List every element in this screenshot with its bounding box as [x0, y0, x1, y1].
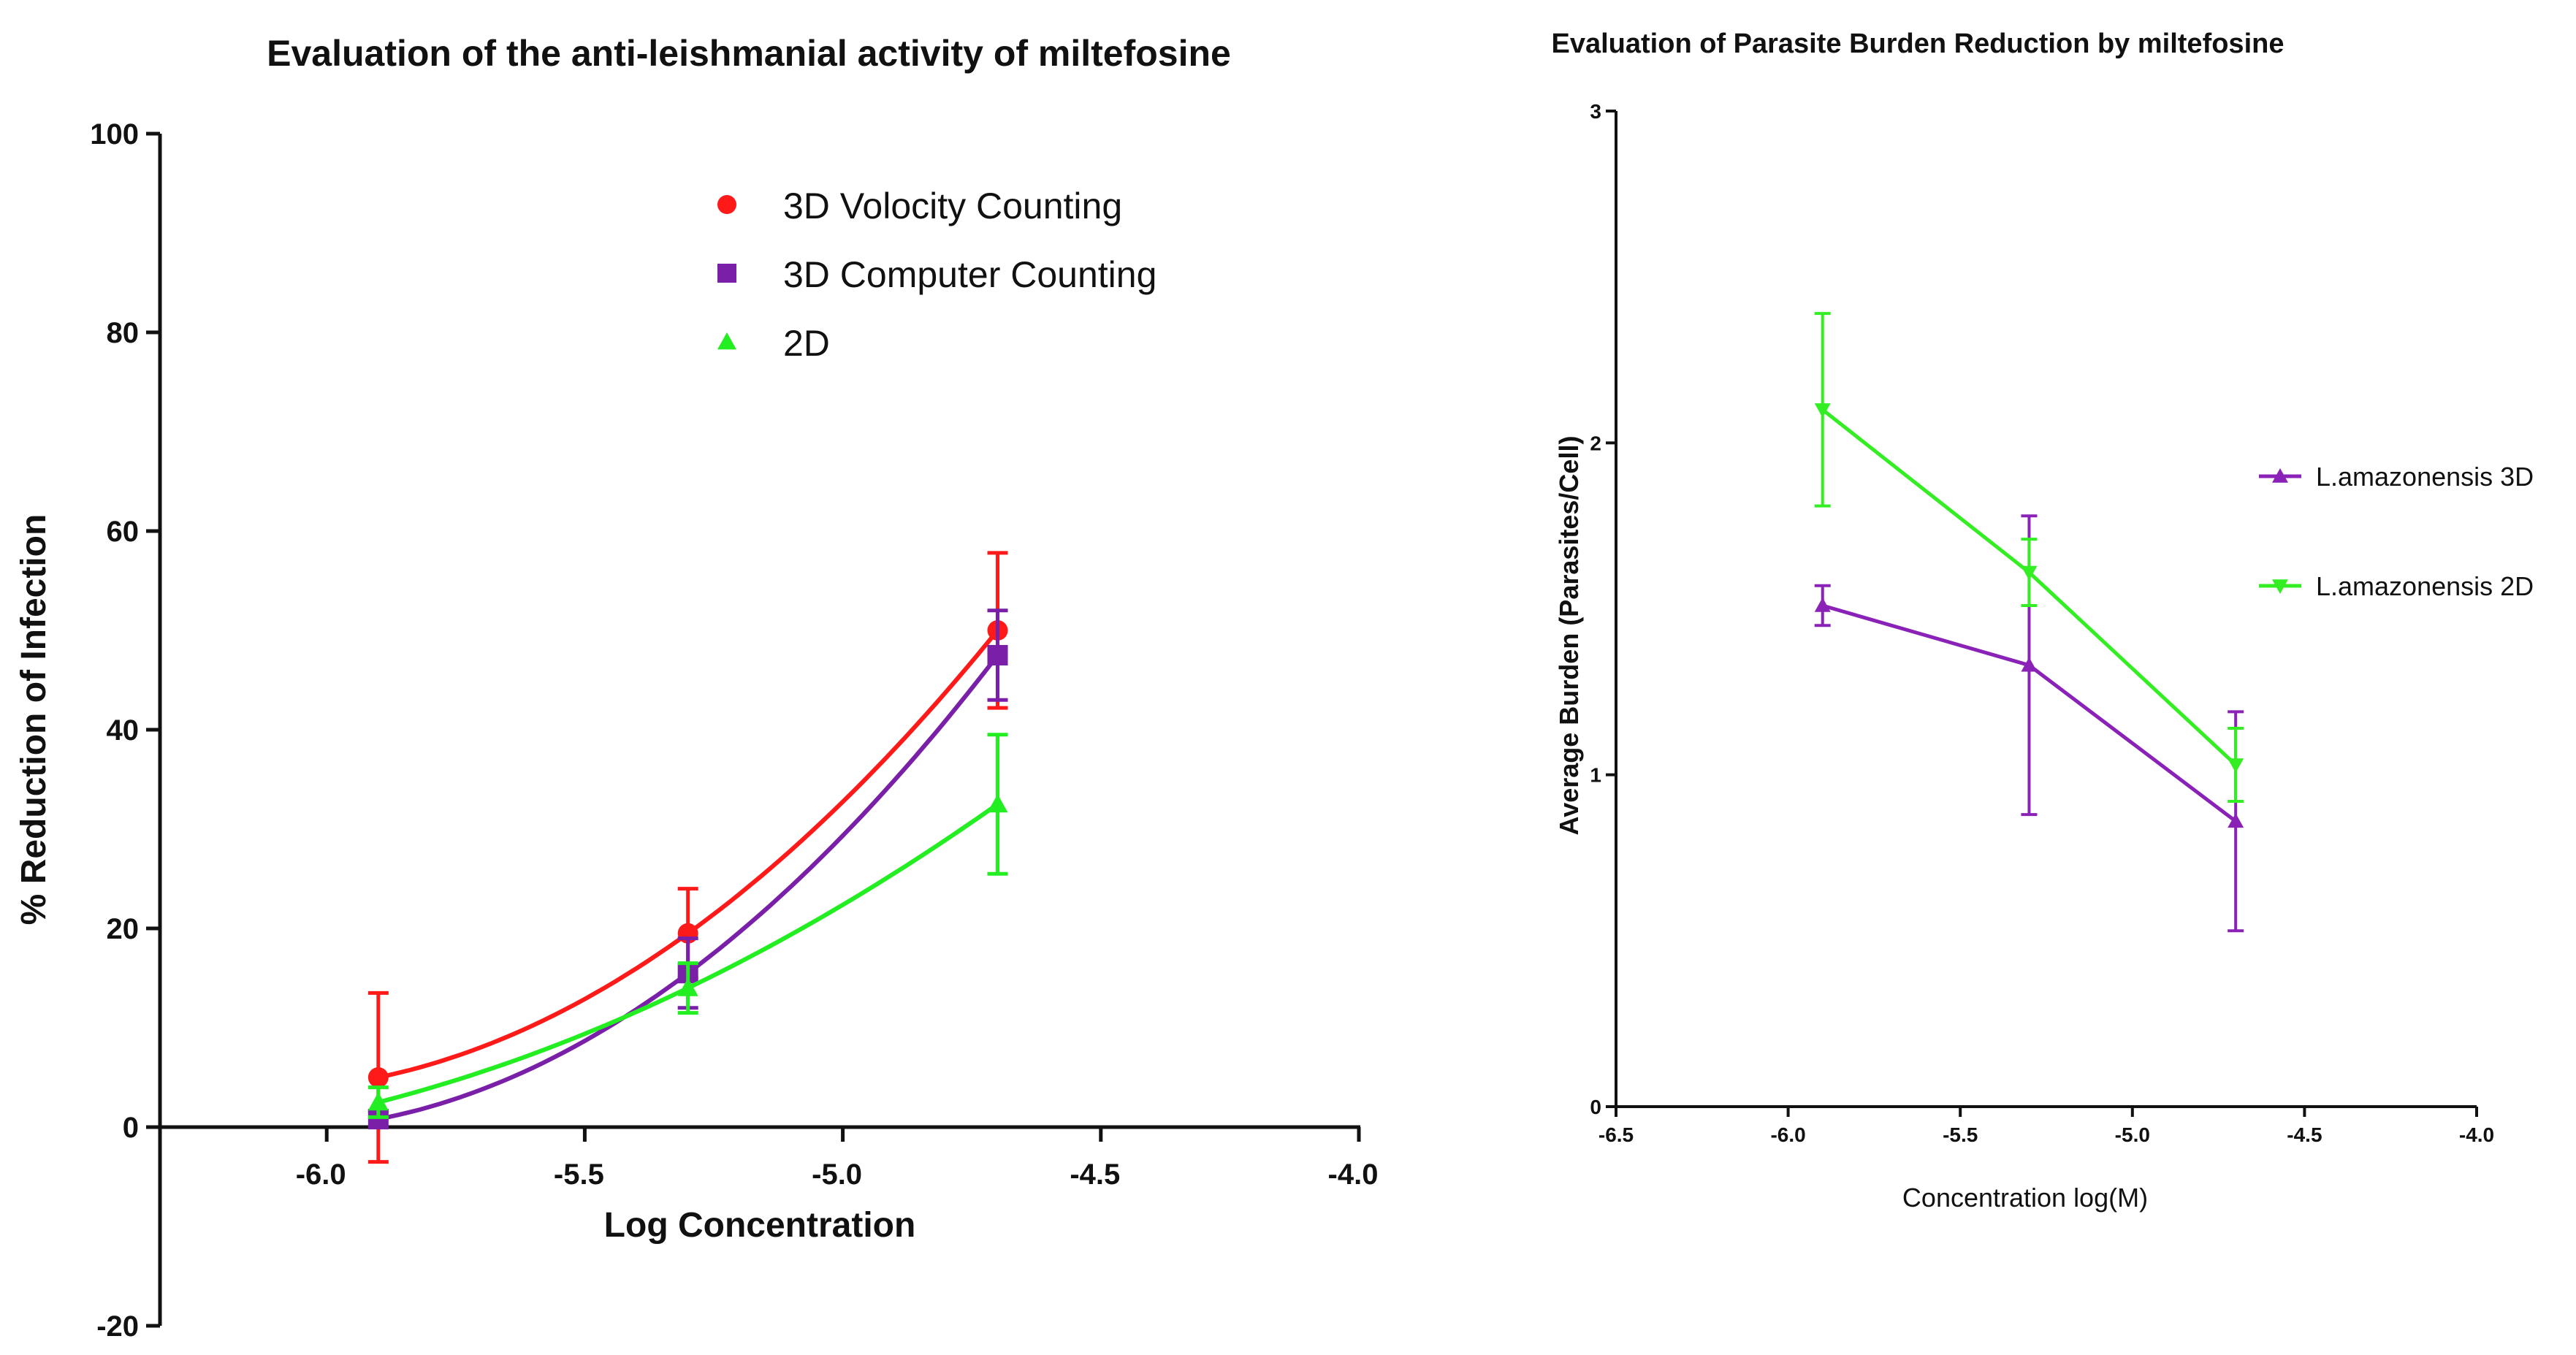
legend-marker — [2272, 579, 2288, 594]
x-axis-label: Concentration log(M) — [1902, 1183, 2148, 1213]
axes: 0 1 2 3 -6.5 -6.0 -5.5 -5.0 -4.5 -4.0 — [1590, 100, 2494, 1146]
legend-label: 3D Volocity Counting — [783, 186, 1122, 226]
data-point — [2021, 657, 2038, 672]
y-axis-label: Average Burden (Parasites/Cell) — [1554, 436, 1584, 836]
x-tick-label: -4.5 — [1070, 1159, 1120, 1191]
data-point — [987, 645, 1008, 665]
chart-title: Evaluation of Parasite Burden Reduction … — [1552, 28, 2285, 59]
legend-marker — [717, 264, 736, 283]
series-0 — [367, 551, 1008, 1164]
legend: 3D Volocity Counting 3D Computer Counting… — [717, 186, 1156, 364]
x-axis-label: Log Concentration — [604, 1206, 916, 1245]
x-tick-label: -6.5 — [1598, 1123, 1634, 1146]
chart-title: Evaluation of the anti-leishmanial activ… — [267, 33, 1231, 74]
x-tick-label: -5.0 — [2115, 1123, 2150, 1146]
legend-label: 3D Computer Counting — [783, 254, 1156, 295]
y-tick-label: -20 — [96, 1310, 139, 1343]
y-tick-label: 1 — [1590, 764, 1601, 787]
x-tick-label: -4.0 — [2459, 1123, 2494, 1146]
legend-marker — [2272, 468, 2288, 483]
series-1 — [1814, 312, 2244, 804]
y-tick-label: 2 — [1590, 432, 1601, 454]
legend-label: L.amazonensis 3D — [2316, 462, 2534, 492]
y-tick-label: 40 — [107, 714, 140, 747]
x-tick-label: -5.5 — [1943, 1123, 1978, 1146]
data-point — [1814, 597, 1831, 612]
legend-label: L.amazonensis 2D — [2316, 571, 2534, 601]
legend-marker — [717, 332, 736, 350]
series-2 — [367, 733, 1008, 1119]
x-tick-label: -4.5 — [2287, 1123, 2322, 1146]
data-point — [367, 1067, 389, 1088]
x-tick-label: -4.0 — [1328, 1159, 1379, 1191]
chart-parasite-burden: Evaluation of Parasite Burden Reduction … — [1552, 28, 2534, 1213]
data-point — [2228, 758, 2244, 774]
x-tick-label: -6.0 — [1770, 1123, 1805, 1146]
y-tick-label: 20 — [107, 913, 140, 945]
y-tick-label: 0 — [123, 1112, 139, 1144]
axes: -20 0 20 40 60 80 100 -6.0 -5.5 -5.0 -4.5 -4.0 — [90, 118, 1378, 1343]
x-tick-label: -5.5 — [554, 1159, 604, 1191]
y-tick-label: 60 — [107, 516, 140, 548]
y-axis-label: % Reduction of Infection — [15, 514, 53, 925]
data-point — [2228, 813, 2244, 828]
series-0 — [1814, 514, 2244, 933]
chart-anti-leishmanial-activity: Evaluation of the anti-leishmanial activ… — [15, 33, 1378, 1343]
data-point — [367, 1092, 389, 1111]
y-tick-label: 0 — [1590, 1096, 1601, 1118]
y-tick-label: 100 — [90, 118, 139, 150]
data-point — [2021, 565, 2038, 581]
y-tick-label: 3 — [1590, 100, 1601, 123]
y-tick-label: 80 — [107, 317, 140, 349]
legend-marker — [717, 195, 736, 214]
data-point — [1814, 403, 1831, 418]
legend: L.amazonensis 3D L.amazonensis 2D — [2259, 462, 2534, 601]
data-point — [987, 794, 1008, 813]
x-tick-label: -5.0 — [812, 1159, 862, 1191]
x-tick-label: -6.0 — [296, 1159, 346, 1191]
legend-label: 2D — [783, 323, 830, 364]
data-point — [677, 977, 698, 996]
